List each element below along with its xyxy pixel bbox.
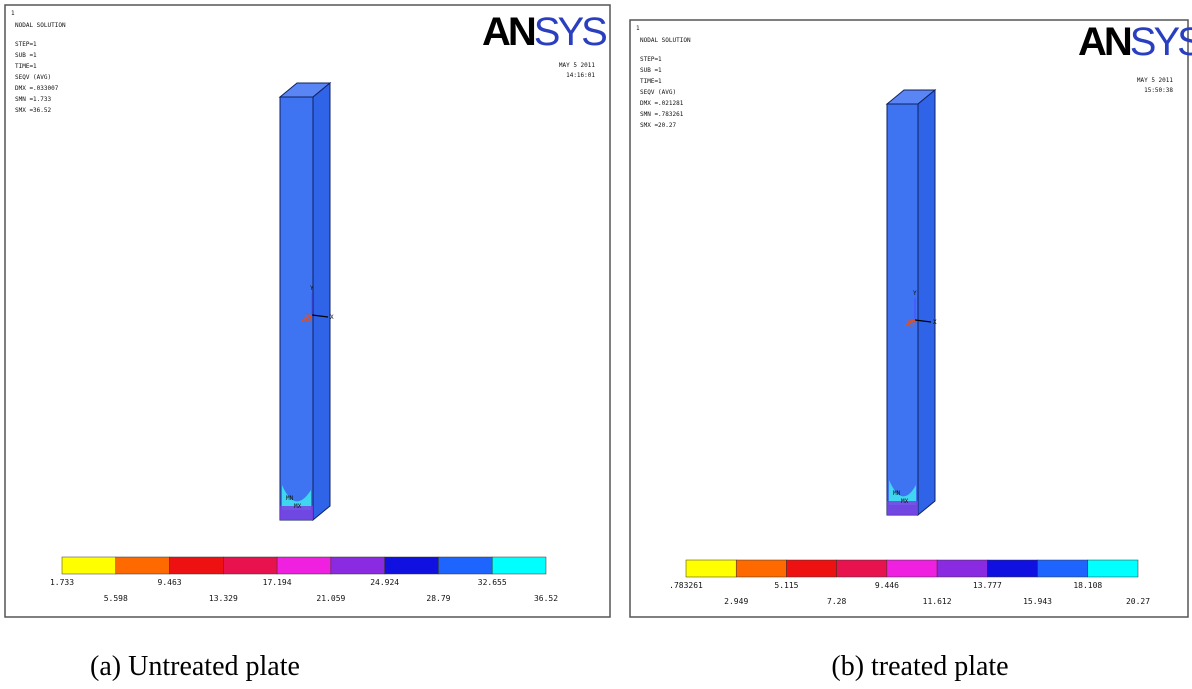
colorbar-label: 2.949 bbox=[724, 597, 748, 606]
colorbar-swatch bbox=[331, 557, 385, 574]
solution-info: SMX =20.27 bbox=[640, 122, 677, 129]
node-label-mx: MX bbox=[901, 498, 909, 505]
colorbar-label: 5.115 bbox=[774, 581, 798, 590]
colorbar-label: 18.108 bbox=[1073, 581, 1102, 590]
solution-info: SUB =1 bbox=[640, 67, 662, 74]
solution-info: NODAL SOLUTION bbox=[640, 37, 691, 44]
ansys-logo: ANSYS bbox=[482, 10, 606, 54]
solution-info: DMX =.021281 bbox=[640, 100, 684, 107]
colorbar-label: 13.329 bbox=[209, 594, 238, 603]
colorbar-swatch bbox=[62, 557, 116, 574]
colorbar-label: 28.79 bbox=[426, 594, 450, 603]
solution-info: STEP=1 bbox=[15, 41, 37, 48]
caption: (a) Untreated plate bbox=[90, 651, 300, 682]
node-label-mn: MN bbox=[893, 490, 901, 497]
colorbar-swatch bbox=[1038, 560, 1088, 577]
ansys-logo: ANSYS bbox=[1078, 20, 1192, 64]
logo-sys: SYS bbox=[1130, 20, 1192, 64]
colorbar-swatch bbox=[438, 557, 492, 574]
colorbar-swatch bbox=[116, 557, 170, 574]
logo-an: AN bbox=[482, 10, 535, 54]
beam-front bbox=[280, 97, 313, 520]
colorbar-label: .783261 bbox=[669, 581, 703, 590]
axis-label-y: Y bbox=[913, 290, 917, 297]
window-number: 1 bbox=[11, 10, 15, 17]
colorbar-label: 32.655 bbox=[478, 578, 507, 587]
colorbar-swatch bbox=[277, 557, 331, 574]
solution-info: DMX =.033007 bbox=[15, 85, 59, 92]
solution-info: SEQV (AVG) bbox=[15, 74, 51, 81]
window-number: 1 bbox=[636, 25, 640, 32]
solution-info: SUB =1 bbox=[15, 52, 37, 59]
solution-info: STEP=1 bbox=[640, 56, 662, 63]
axis-label-x: X bbox=[330, 314, 334, 321]
beam-side bbox=[918, 90, 935, 515]
solution-info: TIME=1 bbox=[640, 78, 662, 85]
node-label-mx: MX bbox=[294, 503, 302, 510]
solution-info: SMN =1.733 bbox=[15, 96, 52, 103]
axis-label-x: X bbox=[933, 319, 937, 326]
colorbar-label: 11.612 bbox=[923, 597, 952, 606]
colorbar-swatch bbox=[686, 560, 736, 577]
colorbar-label: 24.924 bbox=[370, 578, 399, 587]
colorbar-swatch bbox=[492, 557, 546, 574]
time: 14:16:01 bbox=[566, 72, 595, 79]
colorbar-swatch bbox=[1088, 560, 1138, 577]
caption: (b) treated plate bbox=[831, 651, 1008, 682]
logo-an: AN bbox=[1078, 20, 1131, 64]
date: MAY 5 2011 bbox=[559, 62, 596, 69]
logo-sys: SYS bbox=[534, 10, 606, 54]
solution-info: SEQV (AVG) bbox=[640, 89, 676, 96]
colorbar-swatch bbox=[736, 560, 786, 577]
figure: 1NODAL SOLUTIONSTEP=1SUB =1TIME=1SEQV (A… bbox=[0, 0, 1192, 689]
solution-info: NODAL SOLUTION bbox=[15, 22, 66, 29]
solution-info: TIME=1 bbox=[15, 63, 37, 70]
beam-side bbox=[313, 83, 330, 520]
colorbar-swatch bbox=[837, 560, 887, 577]
colorbar-swatch bbox=[887, 560, 937, 577]
axis-label-y: Y bbox=[310, 285, 314, 292]
solution-info: SMN =.783261 bbox=[640, 111, 684, 118]
colorbar-swatch bbox=[937, 560, 987, 577]
colorbar-swatch bbox=[385, 557, 439, 574]
date: MAY 5 2011 bbox=[1137, 77, 1174, 84]
colorbar-label: 9.463 bbox=[158, 578, 182, 587]
colorbar-label: 15.943 bbox=[1023, 597, 1052, 606]
node-label-mn: MN bbox=[286, 495, 294, 502]
colorbar-label: 20.27 bbox=[1126, 597, 1150, 606]
colorbar-label: 36.52 bbox=[534, 594, 558, 603]
colorbar-label: 9.446 bbox=[875, 581, 899, 590]
solution-info: SMX =36.52 bbox=[15, 107, 52, 114]
colorbar-label: 7.28 bbox=[827, 597, 846, 606]
colorbar-label: 21.059 bbox=[316, 594, 345, 603]
colorbar-label: 1.733 bbox=[50, 578, 74, 587]
colorbar-swatch bbox=[987, 560, 1037, 577]
colorbar-label: 5.598 bbox=[104, 594, 128, 603]
colorbar-label: 13.777 bbox=[973, 581, 1002, 590]
time: 15:50:38 bbox=[1144, 87, 1173, 94]
colorbar-label: 17.194 bbox=[263, 578, 292, 587]
colorbar-swatch bbox=[223, 557, 277, 574]
beam-front bbox=[887, 104, 918, 515]
colorbar-swatch bbox=[170, 557, 224, 574]
colorbar-swatch bbox=[786, 560, 836, 577]
